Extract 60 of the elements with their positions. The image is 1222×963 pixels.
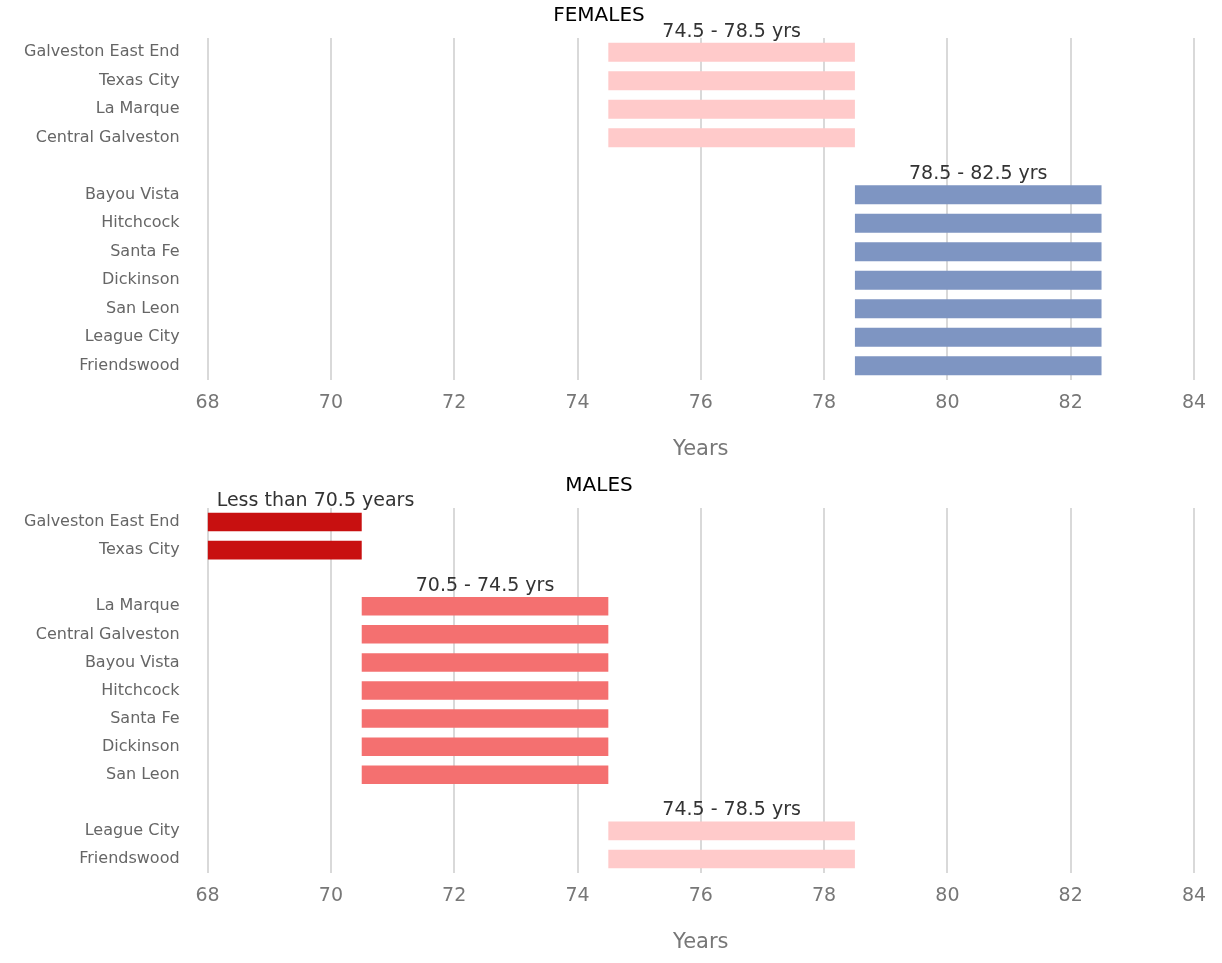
chart-title: MALES	[565, 472, 633, 497]
y-tick-label: La Marque	[95, 98, 180, 118]
y-tick-label: Santa Fe	[110, 240, 180, 260]
x-tick-label: 74	[565, 390, 590, 413]
x-tick-label: 68	[195, 390, 220, 413]
x-tick-label: 76	[688, 883, 713, 906]
y-tick-label: Central Galveston	[35, 623, 180, 643]
bar	[207, 512, 362, 532]
bar	[361, 709, 609, 728]
bar	[361, 765, 609, 784]
x-tick-label: 72	[442, 390, 467, 413]
annotation: Less than 70.5 years	[216, 488, 415, 511]
y-tick-label: La Marque	[95, 595, 180, 615]
y-tick-label: Central Galveston	[35, 126, 180, 146]
y-tick-label: Texas City	[97, 539, 180, 559]
bar	[608, 821, 855, 841]
x-tick-label: 68	[195, 883, 220, 906]
y-tick-label: Bayou Vista	[84, 183, 180, 203]
y-tick-label: Hitchcock	[101, 212, 181, 232]
x-axis-title: Years	[672, 435, 729, 460]
x-tick-label: 70	[318, 390, 343, 413]
x-tick-label: 76	[688, 390, 713, 413]
x-tick-label: 82	[1058, 883, 1083, 906]
y-tick-label: Dickinson	[101, 735, 180, 755]
x-tick-label: 82	[1058, 390, 1083, 413]
x-tick-label: 80	[935, 883, 960, 906]
annotation: 70.5 - 74.5 yrs	[415, 572, 555, 595]
y-tick-label: Hitchcock	[101, 679, 181, 699]
x-tick-label: 72	[442, 883, 467, 906]
y-tick-label: Texas City	[97, 69, 180, 89]
annotation: 74.5 - 78.5 yrs	[662, 797, 801, 820]
y-tick-label: League City	[84, 820, 180, 840]
y-tick-label: League City	[84, 326, 180, 346]
x-tick-label: 70	[318, 883, 343, 906]
y-tick-label: Dickinson	[101, 269, 180, 289]
bar	[361, 653, 609, 672]
bar	[361, 625, 609, 644]
y-tick-label: Bayou Vista	[84, 651, 180, 671]
x-axis-title: Years	[672, 928, 729, 953]
x-tick-label: 78	[812, 883, 837, 906]
bar	[207, 540, 362, 560]
y-tick-label: Galveston East End	[23, 511, 180, 531]
annotation: 74.5 - 78.5 yrs	[662, 18, 801, 41]
x-tick-label: 84	[1181, 883, 1207, 906]
y-tick-label: Friendswood	[79, 848, 180, 868]
y-tick-label: Galveston East End	[23, 41, 180, 61]
y-tick-label: San Leon	[106, 297, 180, 317]
bar	[361, 737, 609, 756]
x-tick-label: 84	[1181, 390, 1207, 413]
annotation: 78.5 - 82.5 yrs	[908, 161, 1048, 184]
y-tick-label: Santa Fe	[110, 707, 180, 727]
x-tick-label: 80	[935, 390, 960, 413]
bar	[608, 849, 855, 869]
bar	[361, 597, 609, 616]
x-tick-label: 78	[812, 390, 837, 413]
bar	[361, 681, 609, 700]
x-tick-label: 74	[565, 883, 590, 906]
y-tick-label: Friendswood	[79, 354, 180, 374]
y-tick-label: San Leon	[106, 763, 180, 783]
chart-title: FEMALES	[553, 2, 645, 27]
